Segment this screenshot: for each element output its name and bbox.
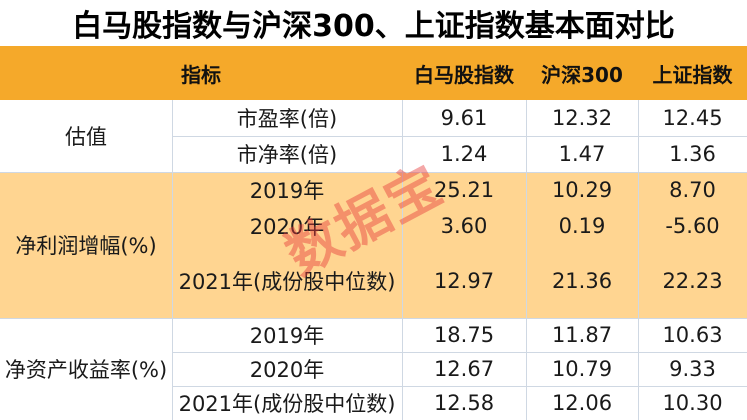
value-cell: 12.97 [402,244,526,318]
value-cell: 11.87 [526,318,638,352]
value-cell: 12.58 [402,386,526,420]
section-label-net-profit: 净利润增幅(%) [0,172,172,318]
row-label: 市盈率(倍) [172,100,402,136]
value-cell: 12.45 [638,100,747,136]
divider [0,318,747,319]
row-label: 市净率(倍) [172,136,402,172]
section-label-roe: 净资产收益率(%) [0,318,172,420]
section-label-valuation: 估值 [0,100,172,172]
value-cell: 18.75 [402,318,526,352]
divider [172,386,747,387]
row-label: 2020年 [172,208,402,244]
value-cell: 25.21 [402,172,526,208]
page-title: 白马股指数与沪深300、上证指数基本面对比 [72,9,675,44]
value-cell: 8.70 [638,172,747,208]
divider [638,100,639,420]
value-cell: 9.61 [402,100,526,136]
row-label: 2021年(成份股中位数) [172,386,402,420]
header-col-shanghai: 上证指数 [638,46,747,100]
value-cell: 10.29 [526,172,638,208]
header-indicator: 指标 [0,46,402,100]
value-cell: 9.33 [638,352,747,386]
row-label: 2019年 [172,318,402,352]
divider [172,352,747,353]
row-label: 2019年 [172,172,402,208]
value-cell: 12.32 [526,100,638,136]
value-cell: 1.24 [402,136,526,172]
header-col-baima: 白马股指数 [402,46,526,100]
value-cell: 12.06 [526,386,638,420]
divider [172,136,747,137]
value-cell: 10.63 [638,318,747,352]
value-cell: 10.30 [638,386,747,420]
header-col-hs300: 沪深300 [526,46,638,100]
value-cell: -5.60 [638,208,747,244]
divider [0,172,747,173]
comparison-table: 指标 白马股指数 沪深300 上证指数 估值 市盈率(倍) 9.61 12.32… [0,46,747,420]
value-cell: 3.60 [402,208,526,244]
row-label: 2020年 [172,352,402,386]
row-label: 2021年(成份股中位数) [172,244,402,318]
value-cell: 1.36 [638,136,747,172]
value-cell: 22.23 [638,244,747,318]
value-cell: 1.47 [526,136,638,172]
divider [172,100,173,420]
divider [526,100,527,420]
value-cell: 10.79 [526,352,638,386]
value-cell: 0.19 [526,208,638,244]
value-cell: 21.36 [526,244,638,318]
divider [402,100,403,420]
value-cell: 12.67 [402,352,526,386]
